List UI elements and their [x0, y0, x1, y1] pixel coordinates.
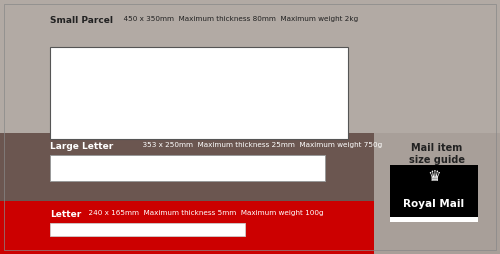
Bar — [50, 47, 348, 139]
Text: Mail item: Mail item — [412, 143, 463, 153]
Bar — [390, 165, 478, 217]
Bar — [50, 223, 245, 236]
Text: Royal Mail: Royal Mail — [404, 199, 464, 209]
Text: Letter: Letter — [50, 210, 81, 219]
Text: Large Letter: Large Letter — [50, 142, 113, 151]
Bar — [390, 217, 478, 222]
Bar — [374, 133, 500, 254]
Text: Small Parcel: Small Parcel — [50, 16, 113, 25]
Text: 240 x 165mm  Maximum thickness 5mm  Maximum weight 100g: 240 x 165mm Maximum thickness 5mm Maximu… — [84, 210, 324, 216]
Text: ♛: ♛ — [427, 169, 441, 184]
Bar — [0, 133, 374, 201]
Bar — [50, 155, 325, 181]
Text: 450 x 350mm  Maximum thickness 80mm  Maximum weight 2kg: 450 x 350mm Maximum thickness 80mm Maxim… — [119, 16, 358, 22]
Text: 353 x 250mm  Maximum thickness 25mm  Maximum weight 750g: 353 x 250mm Maximum thickness 25mm Maxim… — [138, 142, 382, 148]
Text: size guide: size guide — [409, 155, 465, 165]
Bar — [0, 201, 374, 254]
